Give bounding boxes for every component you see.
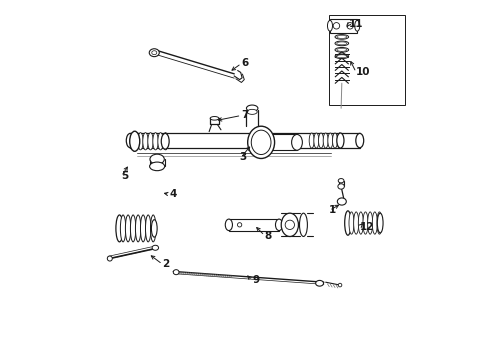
Ellipse shape xyxy=(318,133,323,148)
Ellipse shape xyxy=(247,109,257,114)
Ellipse shape xyxy=(327,21,333,31)
Ellipse shape xyxy=(349,212,354,234)
Text: 8: 8 xyxy=(265,231,272,240)
Text: 12: 12 xyxy=(360,222,374,231)
Ellipse shape xyxy=(125,215,131,242)
Ellipse shape xyxy=(150,154,164,164)
Ellipse shape xyxy=(141,215,146,242)
Ellipse shape xyxy=(143,133,148,150)
Ellipse shape xyxy=(355,21,360,31)
Ellipse shape xyxy=(338,283,342,287)
Ellipse shape xyxy=(150,215,156,242)
Ellipse shape xyxy=(314,133,319,148)
Ellipse shape xyxy=(292,134,302,150)
Ellipse shape xyxy=(299,213,307,237)
Ellipse shape xyxy=(158,133,163,150)
Ellipse shape xyxy=(354,212,359,234)
Ellipse shape xyxy=(333,23,340,29)
Text: 9: 9 xyxy=(252,275,259,285)
Text: 11: 11 xyxy=(349,19,364,29)
Ellipse shape xyxy=(281,213,298,237)
Ellipse shape xyxy=(161,134,169,149)
Text: 6: 6 xyxy=(242,58,248,68)
Ellipse shape xyxy=(135,215,141,242)
Ellipse shape xyxy=(210,117,219,120)
Ellipse shape xyxy=(247,126,274,158)
Ellipse shape xyxy=(246,105,258,112)
Text: 4: 4 xyxy=(170,189,177,199)
Ellipse shape xyxy=(344,211,351,235)
Ellipse shape xyxy=(148,133,153,150)
Ellipse shape xyxy=(163,133,168,150)
Text: 3: 3 xyxy=(240,152,247,162)
Ellipse shape xyxy=(149,162,165,171)
Ellipse shape xyxy=(121,215,126,242)
Ellipse shape xyxy=(363,212,368,234)
Ellipse shape xyxy=(377,212,382,234)
Ellipse shape xyxy=(328,133,333,148)
Ellipse shape xyxy=(333,133,338,148)
Ellipse shape xyxy=(337,133,344,148)
Bar xyxy=(229,219,279,230)
Ellipse shape xyxy=(130,215,136,242)
Ellipse shape xyxy=(238,223,242,227)
Text: 10: 10 xyxy=(356,67,370,77)
Ellipse shape xyxy=(335,54,349,59)
Ellipse shape xyxy=(335,35,349,39)
Ellipse shape xyxy=(338,179,344,183)
Ellipse shape xyxy=(372,212,377,234)
Ellipse shape xyxy=(152,51,157,55)
Ellipse shape xyxy=(337,133,342,148)
Ellipse shape xyxy=(337,48,347,51)
Ellipse shape xyxy=(338,184,344,189)
Ellipse shape xyxy=(335,41,349,46)
Bar xyxy=(269,134,297,150)
Ellipse shape xyxy=(316,280,323,286)
Text: 7: 7 xyxy=(242,111,249,121)
Ellipse shape xyxy=(133,133,138,150)
Ellipse shape xyxy=(225,219,232,230)
Ellipse shape xyxy=(285,220,294,229)
Text: 1: 1 xyxy=(329,206,337,216)
Ellipse shape xyxy=(335,48,349,52)
Bar xyxy=(330,19,357,33)
Ellipse shape xyxy=(149,49,159,57)
Ellipse shape xyxy=(309,133,314,148)
Ellipse shape xyxy=(138,133,143,150)
Ellipse shape xyxy=(377,213,383,233)
Ellipse shape xyxy=(130,131,140,151)
Ellipse shape xyxy=(275,219,283,230)
Ellipse shape xyxy=(116,215,123,242)
Ellipse shape xyxy=(151,220,157,237)
Ellipse shape xyxy=(337,36,347,39)
Ellipse shape xyxy=(356,134,364,148)
Ellipse shape xyxy=(153,133,158,150)
Ellipse shape xyxy=(152,245,159,250)
Ellipse shape xyxy=(337,198,346,205)
Ellipse shape xyxy=(347,23,353,29)
Text: 2: 2 xyxy=(163,259,170,269)
Ellipse shape xyxy=(173,270,179,275)
Ellipse shape xyxy=(323,133,328,148)
Ellipse shape xyxy=(337,42,347,45)
Ellipse shape xyxy=(126,134,134,148)
Bar xyxy=(130,134,360,148)
Ellipse shape xyxy=(337,55,347,58)
Ellipse shape xyxy=(146,215,151,242)
Ellipse shape xyxy=(358,212,364,234)
Bar xyxy=(329,15,405,105)
Ellipse shape xyxy=(107,256,112,261)
Text: 5: 5 xyxy=(122,171,128,181)
Ellipse shape xyxy=(251,130,271,154)
Ellipse shape xyxy=(368,212,373,234)
